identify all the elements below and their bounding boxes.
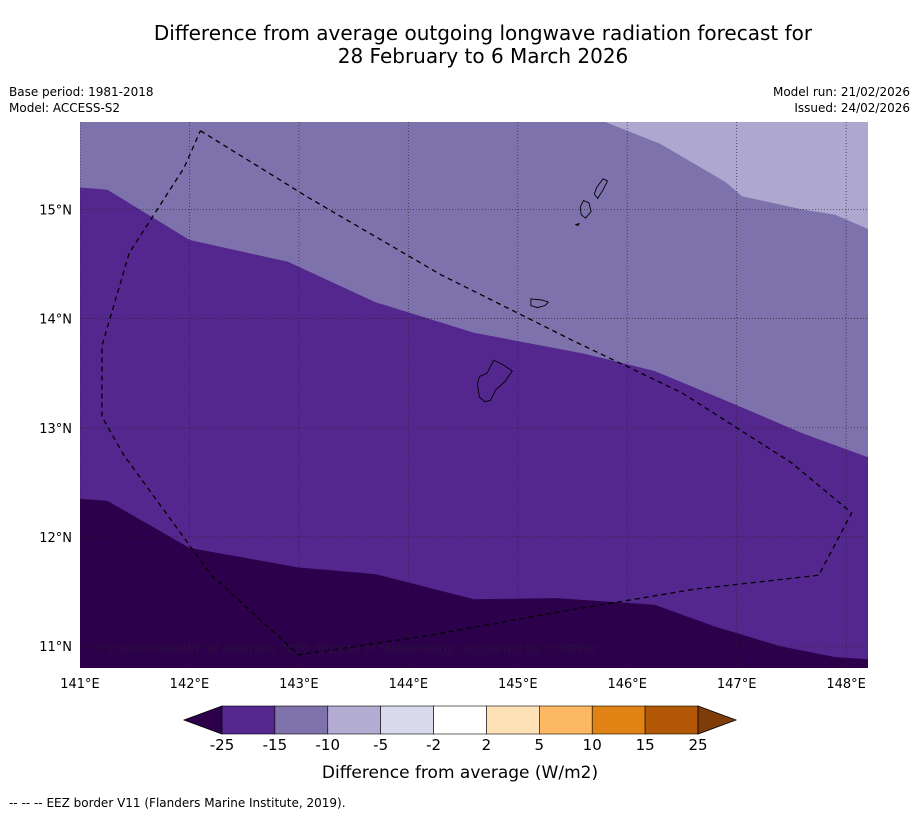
meta-left: Base period: 1981-2018 Model: ACCESS-S2 [9,84,154,116]
band-minus-10-to-minus-5 [80,122,868,458]
base-period-text: Base period: 1981-2018 [9,85,154,99]
colorbar-tick-labels: -25 -15 -10 -5 -2 2 5 10 15 25 [210,736,708,754]
eez-border-line [101,130,853,656]
olr-anomaly-bands [80,122,868,668]
lon-tick-label: 142°E [170,677,210,692]
lat-tick-label: 14°N [39,313,72,328]
colorbar-over-arrow [697,705,738,735]
colorbar-segment [221,705,276,735]
colorbar-segment [327,705,381,735]
model-run-text: Model run: 21/02/2026 [772,85,910,99]
colorbar-segment [433,705,487,735]
colorbar-segment [274,705,329,735]
eez-legend-symbol: -- -- -- [9,796,43,810]
model-text: Model: ACCESS-S2 [9,101,121,115]
lat-tick-label: 15°N [39,203,72,218]
colorbar-tick-label: 15 [636,736,655,754]
title-line-1: Difference from average outgoing longwav… [153,21,813,45]
colorbar-segment [644,705,699,735]
colorbar: -25 -15 -10 -5 -2 2 5 10 15 25 Difference from av… [182,705,738,783]
graticule [80,122,868,668]
lon-tick-label: 145°E [498,677,538,692]
colorbar-title: Difference from average (W/m2) [322,763,598,783]
title-line-2: 28 February to 6 March 2026 [337,44,629,68]
lat-tick-label: 13°N [39,422,72,437]
issued-text: Issued: 24/02/2026 [794,101,910,115]
band-minus-5-to-minus-2 [605,122,868,229]
lon-tick-label: 146°E [607,677,647,692]
colorbar-tick-label: 10 [583,736,602,754]
meta-right: Model run: 21/02/2026 Issued: 24/02/2026 [773,84,910,116]
colorbar-tick-label: 25 [688,736,707,754]
footer-legend: -- -- -- EEZ border V11 (Flanders Marine… [9,796,346,810]
colorbar-tick-label: -10 [316,736,341,754]
colorbar-segment [591,705,646,735]
colorbar-tick-label: -15 [263,736,288,754]
lon-tick-label: 143°E [279,677,319,692]
colorbar-segment [539,705,593,735]
colorbar-segment [380,705,434,735]
rota-outline [530,298,550,309]
lon-tick-label: 141°E [60,677,100,692]
figure-title: Difference from average outgoing longwav… [0,22,919,68]
lon-tick-label: 147°E [717,677,757,692]
colorbar-tick-label: -5 [373,736,388,754]
map-figure: © Commonwealth of Australia 2026, Bureau… [39,122,868,783]
colorbar-tick-label: -25 [210,736,235,754]
eez-legend-text: EEZ border V11 (Flanders Marine Institut… [46,796,346,810]
colorbar-tick-label: 5 [535,736,545,754]
aguijan-outline [574,222,580,227]
colorbar-segments [182,705,738,735]
colorbar-tick-label: 2 [482,736,492,754]
copyright-notice: © Commonwealth of Australia 2026, Bureau… [93,642,598,656]
axis-tick-labels: 141°E 142°E 143°E 144°E 145°E 146°E 147°E 148°E… [39,203,866,692]
map-plot-area: © Commonwealth of Australia 2026, Bureau… [80,122,868,668]
tinian-outline [579,200,592,219]
lon-tick-label: 148°E [826,677,866,692]
colorbar-tick-label: -2 [426,736,441,754]
colorbar-under-arrow [182,705,223,735]
saipan-outline [593,178,609,200]
coastlines [476,178,609,403]
lon-tick-label: 144°E [389,677,429,692]
lat-tick-label: 12°N [39,531,72,546]
lat-tick-label: 11°N [39,640,72,655]
colorbar-segment [486,705,540,735]
guam-outline [476,359,513,403]
